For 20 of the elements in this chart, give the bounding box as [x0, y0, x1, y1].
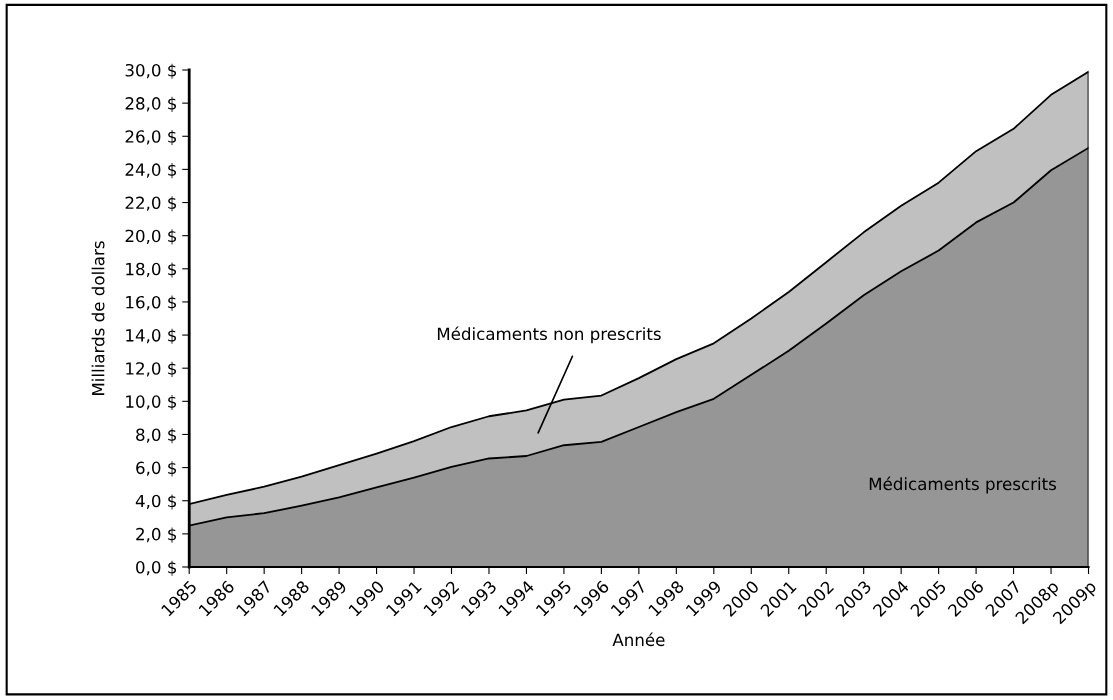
y-tick-label: 12,0 $: [126, 361, 177, 377]
y-tick-label: 8,0 $: [136, 428, 177, 444]
y-tick-label: 6,0 $: [136, 461, 177, 477]
y-tick-label: 30,0 $: [125, 63, 177, 79]
y-tick-label: 24,0 $: [125, 163, 177, 179]
annotation: Médicaments prescrits: [869, 476, 1057, 494]
y-axis-title: Milliards de dollars: [91, 241, 105, 395]
y-tick-label: 16,0 $: [126, 295, 177, 311]
y-tick-label: 22,0 $: [125, 196, 177, 212]
annotation: Médicaments non prescrits: [437, 326, 661, 344]
y-tick-label: 26,0 $: [125, 129, 177, 146]
y-tick-label: 2,0 $: [136, 527, 177, 543]
y-tick-label: 18,0 $: [126, 262, 177, 278]
y-tick-label: 20,0 $: [125, 229, 177, 245]
y-tick-label: 4,0 $: [135, 494, 177, 510]
y-tick-label: 0,0 $: [136, 560, 177, 576]
x-axis-title: Année: [612, 632, 665, 647]
y-tick-label: 28,0 $: [125, 96, 177, 112]
y-tick-label: 10,0 $: [126, 395, 177, 411]
y-tick-label: 14,0 $: [126, 328, 177, 344]
